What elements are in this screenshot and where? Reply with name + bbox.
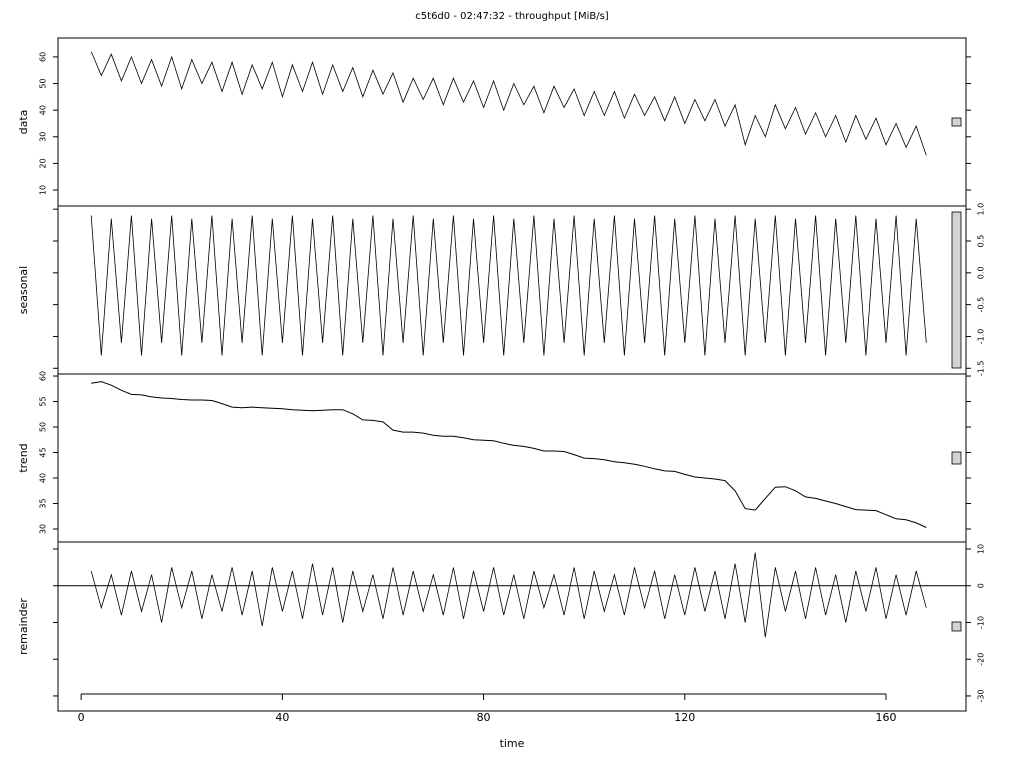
y-tick-label: 0 <box>977 583 986 588</box>
y-tick-label: 30 <box>39 132 48 142</box>
y-tick-label: 50 <box>39 422 48 432</box>
x-tick-label: 120 <box>674 711 695 724</box>
y-tick-label: -30 <box>977 689 986 702</box>
x-tick-label: 80 <box>477 711 491 724</box>
y-tick-label: 0.5 <box>977 235 986 248</box>
series-line <box>90 51 927 156</box>
x-tick-label: 0 <box>78 711 85 724</box>
scale-bar <box>951 117 962 127</box>
y-tick-label: -10 <box>977 616 986 629</box>
y-tick-label: 55 <box>39 396 48 406</box>
y-tick-label: 60 <box>39 371 48 381</box>
y-tick-label: 0.0 <box>977 266 986 279</box>
panel-frame <box>57 37 967 207</box>
y-tick-label: 40 <box>39 105 48 115</box>
series-line <box>91 381 927 528</box>
y-tick-label: 35 <box>39 498 48 508</box>
y-axis-label: seasonal <box>17 266 30 314</box>
panel-frame <box>57 541 967 712</box>
x-tick-label: 40 <box>275 711 289 724</box>
y-tick-label: 1.0 <box>977 203 986 216</box>
y-tick-label: 30 <box>39 524 48 534</box>
x-tick-label: 160 <box>876 711 897 724</box>
y-tick-label: 10 <box>977 544 986 554</box>
scale-bar <box>951 211 962 369</box>
scale-bar <box>951 621 962 632</box>
series-line <box>90 552 927 638</box>
y-axis-label: remainder <box>17 598 30 655</box>
y-axis-label: data <box>17 110 30 135</box>
y-tick-label: -0.5 <box>977 297 986 313</box>
y-tick-label: -20 <box>977 653 986 666</box>
series-line <box>90 215 927 356</box>
chart-title: c5t6d0 - 02:47:32 - throughput [MiB/s] <box>415 11 609 22</box>
panel-frame <box>57 205 967 375</box>
y-tick-label: -1.5 <box>977 360 986 376</box>
y-tick-label: -1.0 <box>977 329 986 345</box>
y-tick-label: 20 <box>39 158 48 168</box>
scale-bar <box>951 451 962 465</box>
y-tick-label: 60 <box>39 52 48 62</box>
y-tick-label: 50 <box>39 78 48 88</box>
x-axis-label: time <box>500 737 525 750</box>
y-tick-label: 40 <box>39 473 48 483</box>
y-tick-label: 10 <box>39 185 48 195</box>
y-axis-label: trend <box>17 443 30 472</box>
y-tick-label: 45 <box>39 447 48 457</box>
panel-frame <box>57 373 967 543</box>
